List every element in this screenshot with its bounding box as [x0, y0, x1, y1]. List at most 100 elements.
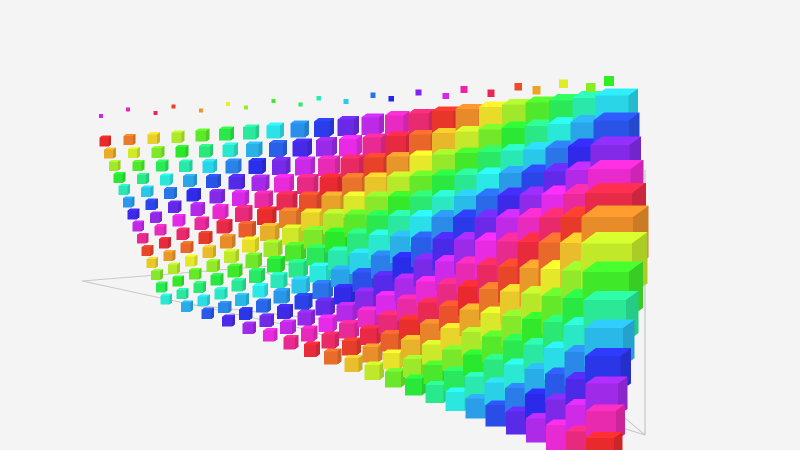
- cube-top-face: [279, 207, 301, 212]
- cube-marker: [273, 288, 291, 304]
- cube-top-face: [408, 129, 437, 135]
- cube-front-face: [141, 187, 151, 198]
- cube-top-face: [195, 128, 210, 131]
- cube-marker: [104, 147, 116, 159]
- cube-top-face: [309, 262, 332, 266]
- cube-marker: [405, 374, 428, 396]
- cube-right-face: [136, 208, 140, 220]
- cube-front-face: [186, 190, 198, 202]
- cube-front-face: [291, 279, 306, 294]
- cube-front-face: [484, 382, 508, 406]
- cube-front-face: [205, 176, 218, 189]
- cube-front-face: [382, 352, 400, 370]
- cube-marker: [198, 143, 214, 158]
- cube-top-face: [127, 146, 141, 149]
- cube-right-face: [251, 220, 256, 238]
- cube-top-face: [297, 309, 315, 313]
- cube-front-face: [384, 371, 401, 388]
- cube-front-face: [283, 337, 296, 350]
- cube-marker: [216, 218, 233, 234]
- cube-top-face: [281, 224, 304, 229]
- cube-marker: [168, 200, 182, 213]
- cube-top-face: [245, 252, 262, 256]
- cube-top-face: [319, 173, 344, 178]
- cube-top-face: [216, 218, 233, 222]
- cube-front-face: [249, 270, 262, 283]
- cube-front-face: [123, 135, 133, 146]
- cube-top-face: [582, 261, 643, 272]
- cube-marker: [362, 133, 387, 157]
- cube-front-face: [296, 177, 314, 195]
- cube-right-face: [258, 141, 263, 157]
- cube-front-face: [385, 136, 406, 157]
- cube-right-face: [137, 146, 141, 159]
- cube-top-face: [146, 257, 159, 260]
- cube-top-face: [292, 138, 313, 142]
- cube-front-face: [158, 239, 169, 249]
- cube-front-face: [354, 291, 374, 310]
- cube-top-face: [362, 343, 383, 347]
- cube-front-face: [201, 309, 212, 320]
- cube-marker: [245, 252, 262, 268]
- cube-marker: [194, 216, 209, 230]
- cube-top-face: [595, 88, 639, 96]
- cube-right-face: [201, 202, 205, 216]
- cube-right-face: [225, 203, 229, 219]
- cube-right-face: [235, 248, 239, 263]
- cube-right-face: [159, 211, 163, 223]
- cube-front-face: [127, 210, 137, 220]
- cube-marker: [176, 287, 189, 300]
- cube-right-face: [267, 298, 272, 313]
- cube-top-face: [209, 189, 225, 192]
- cube-marker-small: [198, 108, 203, 113]
- cube-top-face: [172, 214, 186, 217]
- cube-top-face: [201, 307, 215, 310]
- cube-front-face: [251, 177, 266, 192]
- cube-front-face: [273, 290, 287, 304]
- cube-top-face: [123, 133, 136, 136]
- cube-right-face: [141, 159, 145, 172]
- cube-marker: [290, 120, 309, 138]
- cube-top-face: [266, 122, 284, 126]
- cube-front-face: [231, 192, 245, 206]
- cube-marker-small: [99, 114, 103, 118]
- cube-right-face: [381, 133, 387, 157]
- cube-marker: [214, 287, 228, 300]
- cube-top-face: [242, 124, 260, 128]
- cube-front-face: [99, 137, 109, 147]
- cube-marker: [296, 173, 319, 195]
- cube-top-face: [285, 241, 306, 246]
- cube-front-face: [235, 295, 247, 306]
- cube-front-face: [403, 358, 421, 377]
- cube-front-face: [445, 391, 465, 411]
- cube-top-face: [340, 154, 365, 159]
- cube-right-face: [310, 156, 316, 176]
- cube-front-face: [352, 272, 372, 293]
- cube-front-face: [405, 378, 423, 396]
- cube-front-face: [228, 177, 242, 190]
- cube-front-face: [362, 137, 382, 157]
- cube-top-face: [583, 290, 639, 301]
- cube-marker: [306, 244, 330, 266]
- cube-front-face: [167, 264, 178, 274]
- cube-top-face: [359, 325, 382, 329]
- cube-top-face: [423, 360, 449, 365]
- cube-front-face: [380, 334, 399, 352]
- cube-front-face: [172, 277, 182, 287]
- cube-top-face: [231, 189, 249, 193]
- cube-right-face: [216, 259, 220, 272]
- cube-top-face: [296, 173, 319, 178]
- cube-right-face: [146, 232, 149, 244]
- cube-marker: [364, 361, 385, 380]
- cube-marker: [318, 314, 337, 333]
- cube-top-face: [127, 208, 140, 211]
- cube-front-face: [113, 173, 123, 183]
- cube-top-face: [155, 159, 169, 162]
- cube-top-face: [380, 330, 404, 335]
- cube-front-face: [254, 193, 269, 209]
- cube-marker: [210, 273, 224, 286]
- cube-top-face: [362, 133, 387, 138]
- cube-marker: [147, 132, 161, 144]
- cube-marker: [234, 205, 253, 222]
- cube-front-face: [222, 145, 235, 158]
